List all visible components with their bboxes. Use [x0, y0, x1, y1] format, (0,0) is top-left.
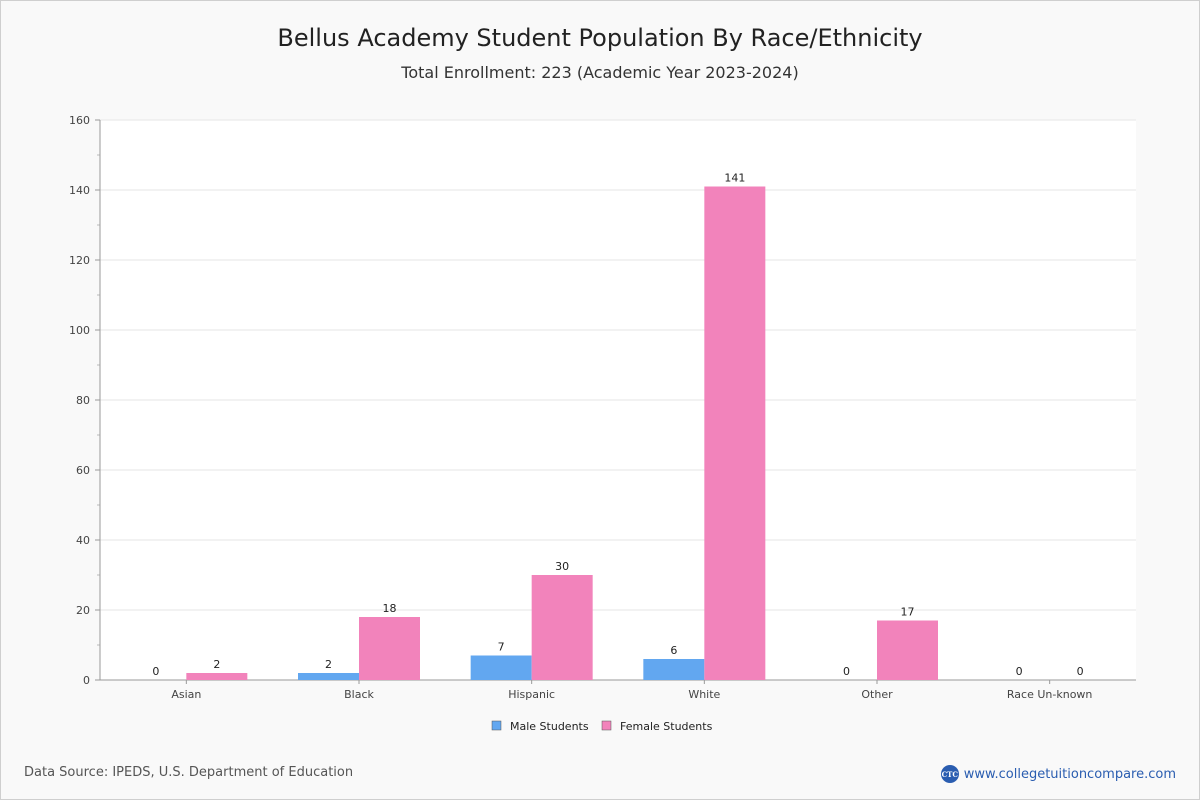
site-link[interactable]: www.collegetuitioncompare.com [963, 766, 1176, 782]
y-tick-label: 100 [69, 324, 90, 337]
chart-title: Bellus Academy Student Population By Rac… [277, 24, 923, 52]
y-tick-label: 40 [76, 534, 90, 547]
x-tick-label: Black [344, 688, 374, 701]
data-label: 141 [724, 172, 745, 185]
bar-female [359, 617, 420, 680]
data-label: 0 [843, 665, 850, 678]
data-label: 18 [383, 602, 397, 615]
data-label: 0 [152, 665, 159, 678]
data-label: 6 [670, 644, 677, 657]
data-label: 2 [213, 658, 220, 671]
y-tick-label: 120 [69, 254, 90, 267]
y-tick-label: 160 [69, 114, 90, 127]
legend-label: Male Students [510, 720, 589, 733]
bar-male [470, 655, 532, 680]
data-label: 0 [1016, 665, 1023, 678]
bar-female [704, 186, 766, 680]
data-label: 0 [1077, 665, 1084, 678]
bar-male [643, 659, 705, 680]
bar-female [877, 620, 938, 680]
bar-male [298, 673, 359, 680]
data-label: 2 [325, 658, 332, 671]
site-brand[interactable]: CTC www.collegetuitioncompare.com [940, 765, 1176, 783]
x-tick-label: Asian [171, 688, 201, 701]
x-tick-label: White [688, 688, 720, 701]
y-tick-label: 20 [76, 604, 90, 617]
x-tick-label: Hispanic [508, 688, 555, 701]
x-tick-label: Other [861, 688, 893, 701]
bar-female [186, 673, 248, 680]
legend-label: Female Students [620, 720, 713, 733]
y-tick-label: 60 [76, 464, 90, 477]
legend-swatch [491, 720, 502, 731]
chart-subtitle: Total Enrollment: 223 (Academic Year 202… [401, 63, 799, 82]
data-label: 7 [498, 641, 505, 654]
data-label: 30 [555, 560, 569, 573]
y-tick-label: 140 [69, 184, 90, 197]
data-label: 17 [901, 606, 915, 619]
y-tick-label: 80 [76, 394, 90, 407]
ctc-logo-icon: CTC [940, 765, 959, 783]
x-tick-label: Race Un-known [1007, 688, 1093, 701]
bar-female [531, 575, 593, 680]
legend-swatch [601, 720, 612, 731]
y-tick-label: 0 [83, 674, 90, 687]
data-source: Data Source: IPEDS, U.S. Department of E… [24, 765, 354, 780]
